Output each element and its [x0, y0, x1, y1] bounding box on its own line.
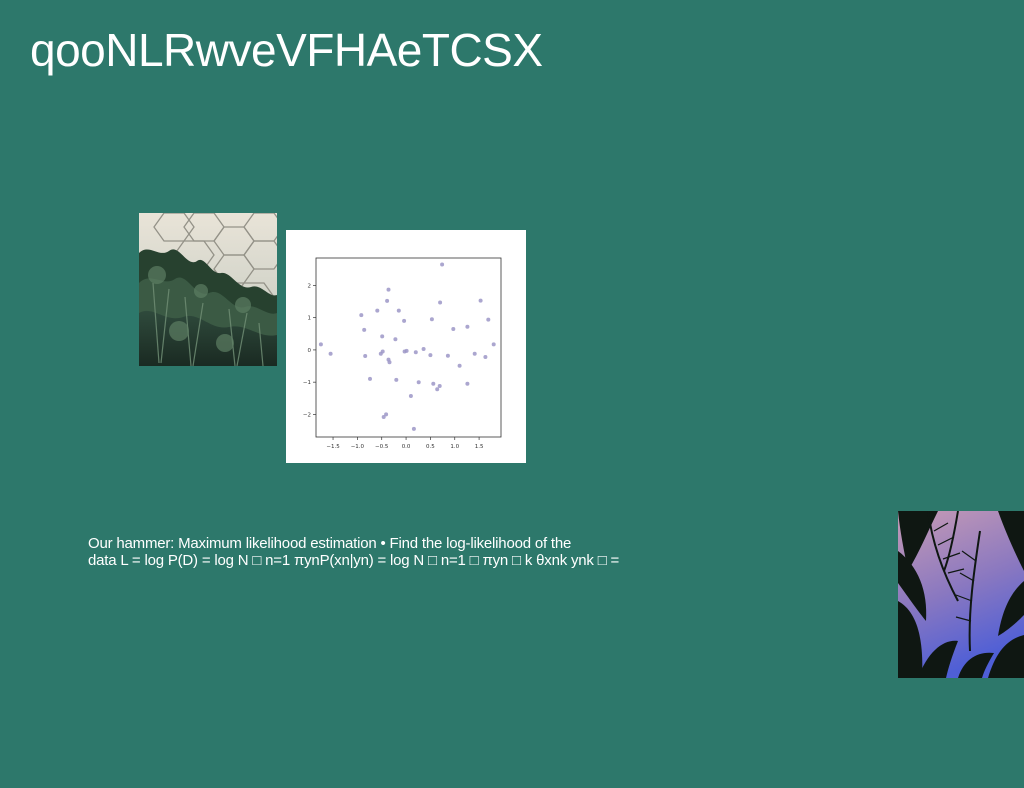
scatter-point [421, 347, 426, 351]
scatter-point [386, 287, 391, 292]
x-axis-ticks: −1.5 −1.0 −0.5 0.0 0.5 1.0 1.5 [326, 437, 484, 450]
greenhouse-dome-photo [139, 213, 277, 366]
body-line-1: Our hammer: Maximum likelihood estimatio… [88, 535, 572, 552]
scatter-point [465, 381, 470, 386]
x-tick-label: 0.0 [402, 444, 411, 450]
x-tick-label: 1.5 [475, 444, 484, 450]
scatter-point [428, 353, 433, 358]
scatter-point [359, 313, 364, 318]
scatter-point [483, 355, 488, 359]
scatter-point [380, 334, 385, 339]
palm-leaves-photo [898, 511, 1024, 678]
scatter-point [438, 300, 443, 305]
scatter-point [457, 363, 462, 368]
scatter-point [402, 318, 407, 323]
scatter-points [318, 262, 496, 431]
scatter-point [318, 342, 323, 347]
y-tick-label: −2 [303, 412, 311, 418]
scatter-point [375, 308, 380, 313]
plot-frame [315, 257, 502, 438]
scatter-point [478, 298, 483, 303]
y-tick-label: −1 [303, 380, 311, 386]
scatter-point [437, 384, 442, 388]
scatter-point [396, 308, 401, 313]
x-tick-label: 1.0 [450, 444, 459, 450]
scatter-point [404, 348, 409, 353]
scatter-plot-card: −1.5 −1.0 −0.5 0.0 0.5 1.0 1.5 −2 −1 0 1 2 [286, 230, 526, 463]
y-tick-label: 2 [308, 283, 312, 289]
scatter-point [328, 351, 333, 356]
scatter-plot: −1.5 −1.0 −0.5 0.0 0.5 1.0 1.5 −2 −1 0 1 2 [303, 257, 502, 450]
scatter-point [393, 337, 398, 342]
scatter-point [413, 350, 418, 355]
y-tick-label: 1 [308, 316, 312, 322]
scatter-point [380, 349, 385, 354]
scatter-point [431, 381, 436, 386]
scatter-point [385, 298, 390, 303]
x-tick-label: −1.5 [326, 444, 340, 450]
scatter-point [486, 317, 491, 322]
scatter-point [465, 324, 470, 329]
scatter-point [381, 415, 386, 419]
scatter-point [435, 387, 440, 392]
y-tick-label: 0 [308, 348, 312, 354]
body-text: Our hammer: Maximum likelihood estimatio… [88, 535, 708, 569]
scatter-point [384, 412, 389, 417]
scatter-point [440, 262, 445, 267]
x-tick-label: −1.0 [351, 444, 365, 450]
scatter-point [368, 376, 372, 381]
scatter-point [411, 426, 416, 431]
slide-title: qooNLRwveVFHAeTCSX [30, 24, 543, 76]
scatter-point [387, 360, 392, 365]
scatter-point [416, 380, 421, 385]
scatter-point [429, 317, 434, 322]
scatter-point [408, 394, 413, 398]
scatter-point [363, 354, 368, 358]
body-line-2: data L = log P(D) = log N □ n=1 πynP(xn|… [88, 552, 620, 569]
x-tick-label: −0.5 [375, 444, 389, 450]
scatter-point [491, 342, 496, 347]
scatter-point [472, 351, 477, 356]
scatter-point [362, 327, 367, 332]
x-tick-label: 0.5 [426, 444, 435, 450]
scatter-point [445, 353, 450, 358]
scatter-point [394, 377, 399, 382]
y-axis-ticks: −2 −1 0 1 2 [303, 283, 316, 418]
scatter-point [451, 327, 456, 331]
